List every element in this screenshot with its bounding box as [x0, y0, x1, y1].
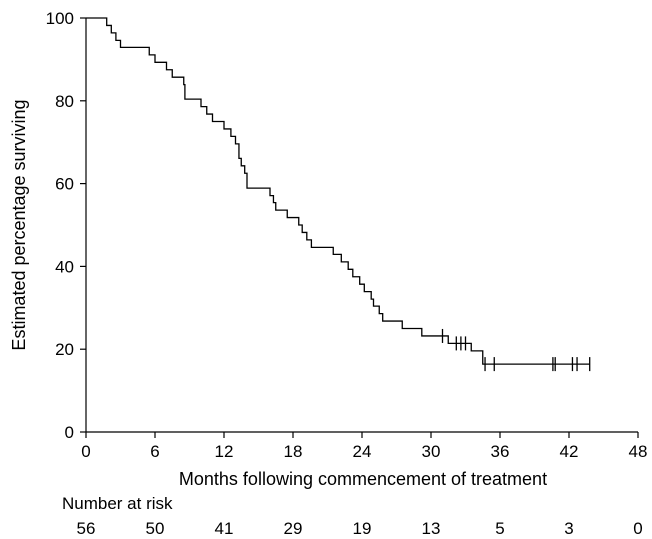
survival-step-line [86, 17, 590, 365]
x-tick-label: 48 [629, 442, 648, 461]
y-tick-label: 100 [46, 9, 74, 28]
risk-count: 56 [77, 519, 96, 538]
axes: 0 20 40 60 80 100 0 6 12 18 24 30 36 42 48 [46, 9, 648, 461]
x-tick-label: 12 [215, 442, 234, 461]
risk-count: 50 [146, 519, 165, 538]
risk-count: 19 [353, 519, 372, 538]
risk-count: 13 [422, 519, 441, 538]
x-tick-label: 24 [353, 442, 372, 461]
number-at-risk-row: 56 50 41 29 19 13 5 3 0 [77, 519, 643, 538]
risk-count: 3 [564, 519, 573, 538]
risk-count: 5 [495, 519, 504, 538]
number-at-risk-label: Number at risk [62, 494, 173, 513]
y-tick-label: 0 [65, 423, 74, 442]
y-axis-title: Estimated percentage surviving [9, 99, 29, 350]
survival-curve [86, 17, 591, 372]
x-axis-title: Months following commencement of treatme… [179, 469, 547, 489]
risk-count: 41 [215, 519, 234, 538]
y-tick-label: 80 [55, 92, 74, 111]
x-tick-label: 0 [81, 442, 90, 461]
y-tick-label: 60 [55, 175, 74, 194]
y-tick-label: 40 [55, 257, 74, 276]
x-tick-label: 30 [422, 442, 441, 461]
y-tick-label: 20 [55, 340, 74, 359]
x-tick-label: 18 [284, 442, 303, 461]
x-tick-label: 6 [150, 442, 159, 461]
risk-count: 29 [284, 519, 303, 538]
risk-count: 0 [633, 519, 642, 538]
x-tick-label: 36 [491, 442, 510, 461]
x-tick-label: 42 [560, 442, 579, 461]
